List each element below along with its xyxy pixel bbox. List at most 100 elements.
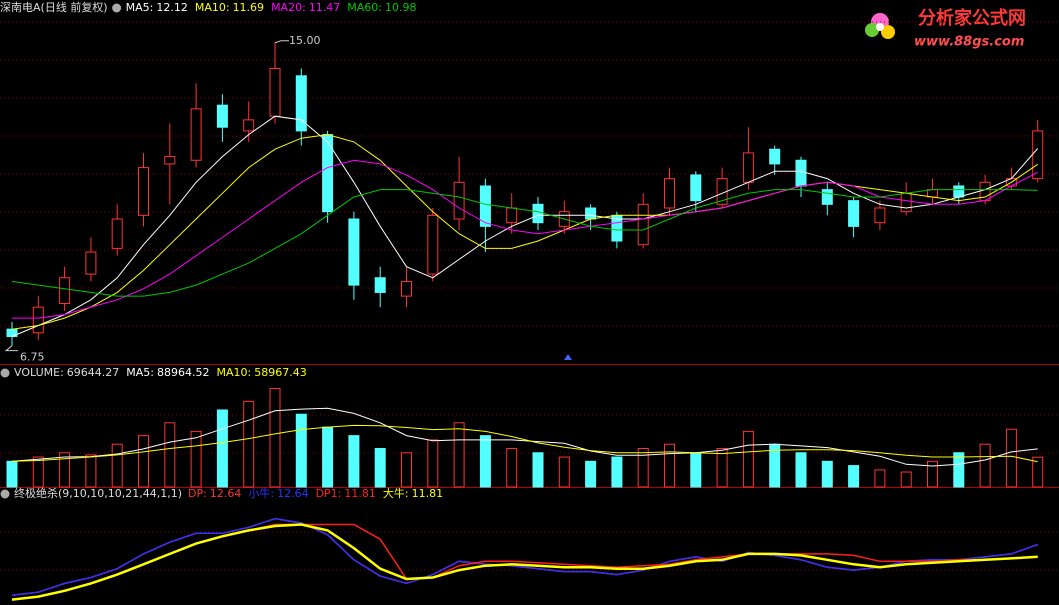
ma-line [11,189,1038,297]
volume-bar [269,388,281,488]
candle-body [111,218,123,249]
max-label: 15.00 [289,34,321,47]
volume-bar [742,430,754,488]
legend-label: MA5: [126,1,154,14]
watermark: 分析家公式网 www.88gs.com [865,7,1026,50]
candle-body [348,218,360,286]
candle-body [427,214,439,275]
candle-body [322,134,334,213]
candle-body [85,251,97,275]
candle-body [690,174,702,202]
volume-bar [874,469,886,488]
volume-bar [795,452,807,488]
legend-icon [112,3,122,13]
ma-line [11,134,1038,330]
legend-value: 11.81 [412,487,444,500]
min-pointer [4,345,18,352]
volume-bar [664,443,675,488]
volume-bar [585,460,597,488]
candle-body [138,167,149,216]
candle-body [795,159,807,187]
candle-body [295,75,307,132]
volume-bar [611,456,623,488]
volume-bar [506,447,518,488]
legend-label: MA10: [195,1,230,14]
legend-value: 12.64 [210,487,242,500]
legend-value: 12.12 [156,1,188,14]
legend-icon [0,368,10,378]
candle-body [190,108,202,161]
volume-bar [401,452,412,488]
candle-body [821,189,833,205]
candle-body [953,185,965,198]
candle-body [216,104,228,128]
volume-bar [1005,428,1017,488]
logo-flower [865,23,879,37]
candle-body [453,181,465,220]
candle-body [532,203,544,224]
volume-bar [322,426,334,488]
volume-bar [295,413,307,488]
legend-label: 大牛: [383,486,409,500]
volume-bar [427,439,439,488]
volume-bar [690,452,702,488]
volume-bar [111,443,123,488]
volume-bar [59,452,71,488]
candle-body [769,148,781,165]
legend-icon [0,489,10,499]
legend-value: 11.81 [344,487,376,500]
candle-body [32,306,44,334]
candle-body [479,185,491,227]
volume-bar [716,447,728,488]
chart-title: 终极绝杀(9,10,10,10,21,44,1,1) [14,486,182,500]
legend-value: 88964.52 [157,366,210,379]
volume-bar [558,456,570,488]
volume-bar [637,447,649,488]
volume-bar [900,471,912,488]
candle-body [374,277,386,293]
volume-bar [85,454,97,488]
legend-label: MA10: [217,366,252,379]
indicator-line [11,517,1038,596]
max-pointer [274,40,289,44]
volume-bar [821,460,833,488]
candle-body [164,156,176,165]
volume-bar [243,400,255,488]
legend-value: 12.64 [277,487,309,500]
candle-body [900,192,912,213]
volume-bar [6,460,18,488]
candle-body [269,67,281,117]
logo-flower [876,23,884,31]
legend-label: MA5: [126,366,154,379]
volume-ma-line [11,424,1038,463]
logo-title: 分析家公式网 [918,7,1026,29]
volume-bar [927,460,938,488]
volume-bar [532,452,544,488]
legend-value: 10.98 [385,1,417,14]
volume-bar [164,422,176,488]
legend-label: DP1: [316,487,342,500]
legend-label: 小牛: [248,486,274,500]
volume-bar [374,447,386,488]
volume-bar [979,443,991,488]
candle-body [401,280,412,297]
logo-url: www.88gs.com [914,35,1024,50]
volume-bar [348,435,360,488]
candle-body [1032,130,1044,180]
legend-label: MA60: [347,1,382,14]
candle-body [742,152,754,183]
candle-body [664,178,675,209]
marker [564,354,572,360]
legend-value: 11.47 [309,1,341,14]
candle-body [874,207,886,224]
indicator-line [11,523,1038,601]
candle-body [59,277,71,304]
volume-bar [953,452,965,488]
min-label: 6.75 [20,351,45,364]
ma-line [12,159,1038,319]
logo-flower [881,25,895,39]
candle-body [585,207,597,220]
